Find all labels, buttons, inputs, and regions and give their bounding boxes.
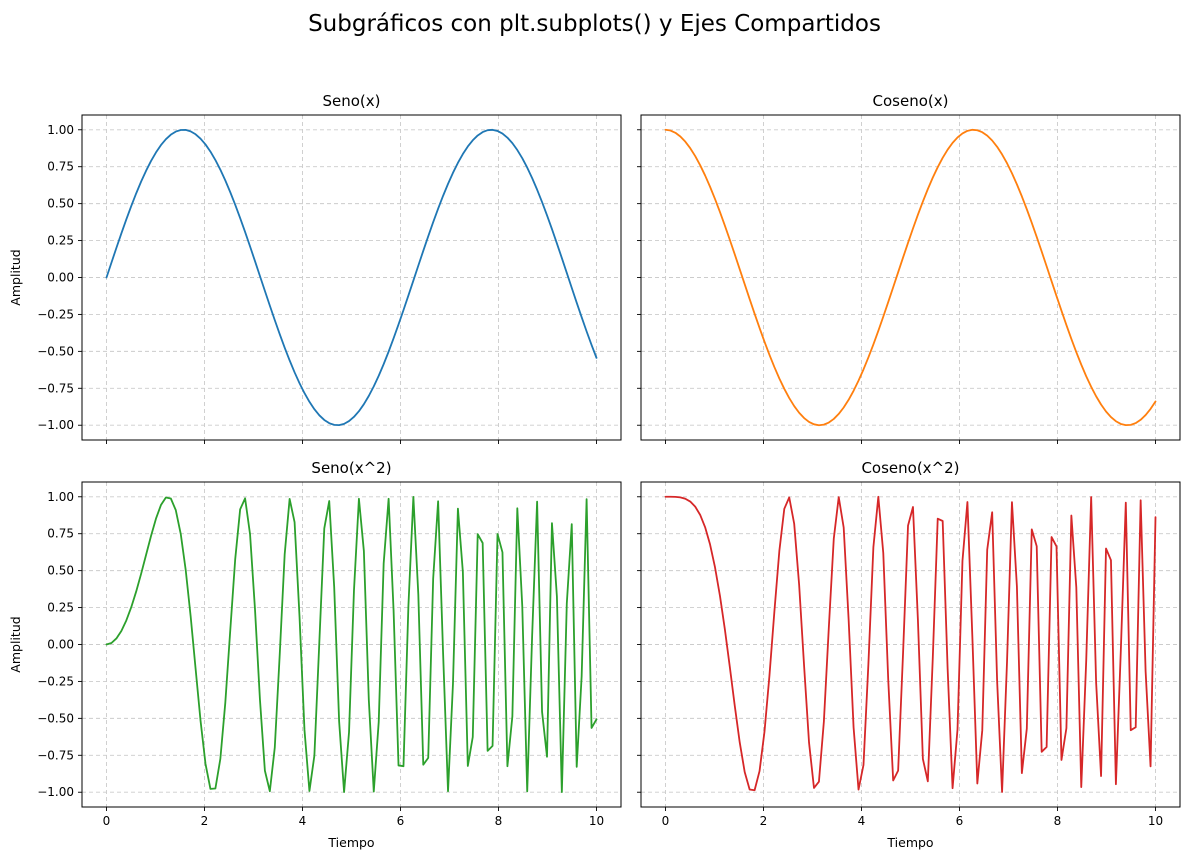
- x-tick-label: 6: [956, 814, 964, 828]
- x-tick-label: 6: [397, 814, 405, 828]
- y-axis-label: Amplitud: [8, 249, 23, 305]
- figure-title: Subgráficos con plt.subplots() y Ejes Co…: [308, 11, 881, 37]
- subplot-3: 0 2 4 6 8 10 1.00 0.75 0.50 0.25 0.00 −0.25 −0.50 −0.…: [8, 459, 622, 850]
- series-line: [664, 495, 1157, 793]
- y-axis-label: Amplitud: [8, 616, 23, 672]
- subplot-title: Coseno(x): [873, 92, 949, 110]
- y-tick-label: 0.25: [47, 234, 74, 248]
- x-tick-label: 8: [495, 814, 503, 828]
- y-tick-label: 0.50: [47, 197, 74, 211]
- y-tick-label: 0.00: [47, 271, 74, 285]
- x-tick-label: 10: [1148, 814, 1163, 828]
- y-tick-label: 0.25: [47, 601, 74, 615]
- y-tick-label: −0.75: [37, 748, 74, 762]
- x-tick-label: 2: [760, 814, 768, 828]
- y-tick-label: −0.50: [37, 344, 74, 358]
- y-tick-label: −1.00: [37, 785, 74, 799]
- series-line: [664, 128, 1157, 427]
- series-line: [105, 496, 598, 794]
- y-tick-label: −0.75: [37, 381, 74, 395]
- y-tick-label: 0.50: [47, 564, 74, 578]
- x-tick-label: 0: [103, 814, 111, 828]
- subplot-2: Coseno(x): [637, 92, 1181, 444]
- x-tick-label: 4: [299, 814, 307, 828]
- y-tick-label: −1.00: [37, 418, 74, 432]
- subplot-title: Seno(x): [322, 92, 380, 110]
- subplot-4: 0 2 4 6 8 10 Coseno(x^2) Tiempo: [637, 459, 1181, 850]
- y-tick-label: −0.25: [37, 307, 74, 321]
- subplot-title: Seno(x^2): [311, 459, 391, 477]
- x-tick-label: 10: [589, 814, 604, 828]
- subplot-1: 1.00 0.75 0.50 0.25 0.00 −0.25 −0.50 −0.75 −1.00…: [8, 92, 622, 444]
- x-tick-label: 8: [1054, 814, 1062, 828]
- y-tick-label: 0.75: [47, 527, 74, 541]
- y-tick-label: 1.00: [47, 490, 74, 504]
- y-tick-label: −0.50: [37, 711, 74, 725]
- y-tick-label: 0.75: [47, 160, 74, 174]
- y-tick-label: 0.00: [47, 638, 74, 652]
- y-tick-label: 1.00: [47, 123, 74, 137]
- subplot-title: Coseno(x^2): [861, 459, 959, 477]
- series-line: [105, 128, 598, 427]
- x-axis-label: Tiempo: [327, 835, 374, 850]
- x-axis-label: Tiempo: [886, 835, 933, 850]
- x-tick-label: 0: [662, 814, 670, 828]
- x-tick-label: 4: [858, 814, 866, 828]
- y-tick-label: −0.25: [37, 674, 74, 688]
- x-tick-label: 2: [201, 814, 209, 828]
